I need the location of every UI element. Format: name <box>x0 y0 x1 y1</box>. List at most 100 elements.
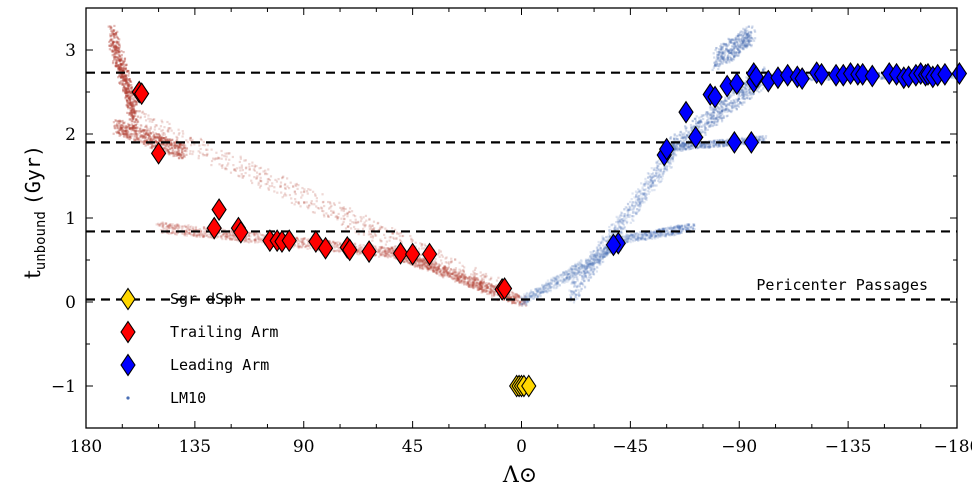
lm10-leading-point <box>535 287 538 291</box>
lm10-trailing-point <box>123 74 127 77</box>
lm10-leading-point <box>610 231 613 234</box>
lm10-trailing-point <box>122 89 125 92</box>
lm10-trailing-point <box>108 40 111 44</box>
lm10-trailing-point <box>433 266 436 269</box>
lm10-leading-point <box>595 251 598 254</box>
lm10-trailing-point <box>410 263 413 266</box>
lm10-leading-point <box>562 271 565 274</box>
lm10-trailing-point <box>259 166 263 169</box>
lm10-leading-point <box>600 255 603 259</box>
lm10-trailing-point <box>214 157 217 160</box>
lm10-trailing-point <box>203 144 206 147</box>
lm10-leading-point <box>656 177 659 180</box>
lm10-trailing-point <box>125 80 128 83</box>
lm10-trailing-point <box>345 212 349 216</box>
lm10-leading-point <box>638 198 641 201</box>
lm10-trailing-point <box>321 209 324 213</box>
lm10-trailing-point <box>244 171 247 175</box>
lm10-trailing-point <box>244 236 247 240</box>
lm10-leading-point <box>664 234 667 237</box>
lm10-trailing-point <box>119 62 122 65</box>
lm10-trailing-point <box>177 151 180 154</box>
lm10-trailing-point <box>177 153 180 156</box>
lm10-trailing-point <box>422 263 425 266</box>
lm10-trailing-point <box>128 102 131 105</box>
lm10-trailing-point <box>456 277 459 280</box>
lm10-trailing-point <box>490 284 493 287</box>
lm10-leading-point <box>574 293 577 296</box>
lm10-leading-point <box>522 303 525 306</box>
lm10-trailing-point <box>148 134 151 138</box>
lm10-leading-point <box>641 238 645 241</box>
lm10-trailing-point <box>454 258 457 261</box>
lm10-trailing-point <box>425 265 428 269</box>
lm10-trailing-point <box>118 58 121 61</box>
lm10-trailing-point <box>142 136 145 139</box>
lm10-trailing-point <box>333 246 336 249</box>
lm10-leading-point <box>658 228 662 231</box>
lm10-trailing-point <box>296 245 299 248</box>
lm10-trailing-point <box>136 100 139 103</box>
lm10-trailing-point <box>457 272 460 275</box>
lm10-leading-point <box>566 276 569 279</box>
lm10-trailing-point <box>492 285 495 288</box>
lm10-trailing-point <box>385 253 388 256</box>
lm10-leading-point <box>568 275 572 278</box>
lm10-trailing-point <box>352 214 355 217</box>
lm10-leading-point <box>675 225 679 228</box>
lm10-trailing-point <box>447 274 450 277</box>
lm10-trailing-point <box>130 86 133 89</box>
lm10-trailing-point <box>418 265 422 269</box>
lm10-trailing-point <box>259 184 263 187</box>
lm10-trailing-point <box>374 253 377 257</box>
lm10-trailing-point <box>493 291 496 294</box>
lm10-trailing-point <box>435 271 438 275</box>
lm10-leading-point <box>640 234 643 237</box>
lm10-leading-point <box>549 286 552 289</box>
lm10-trailing-point <box>128 127 132 130</box>
lm10-trailing-point <box>422 259 425 263</box>
lm10-leading-point <box>662 227 665 230</box>
lm10-trailing-point <box>115 130 118 134</box>
lm10-trailing-point <box>133 124 136 127</box>
lm10-trailing-point <box>133 135 136 138</box>
lm10-trailing-point <box>122 130 125 134</box>
lm10-trailing-point <box>115 56 118 59</box>
lm10-leading-point <box>692 223 695 226</box>
lm10-trailing-point <box>129 136 133 139</box>
lm10-leading-point <box>608 249 611 252</box>
lm10-trailing-point <box>254 239 257 242</box>
lm10-trailing-point <box>305 190 309 193</box>
lm10-trailing-point <box>112 60 115 63</box>
lm10-trailing-point <box>421 266 424 269</box>
lm10-trailing-point <box>333 242 336 245</box>
lm10-trailing-point <box>128 78 131 81</box>
lm10-leading-point <box>621 227 625 230</box>
lm10-leading-point <box>688 226 692 229</box>
lm10-leading-point <box>562 271 565 274</box>
lm10-trailing-point <box>224 168 227 171</box>
lm10-trailing-point <box>201 233 204 236</box>
lm10-leading-point <box>643 182 646 185</box>
lm10-leading-point <box>598 254 602 257</box>
lm10-trailing-point <box>513 298 517 301</box>
lm10-trailing-point <box>196 231 199 234</box>
lm10-trailing-point <box>126 105 130 109</box>
lm10-trailing-point <box>192 231 196 234</box>
lm10-trailing-point <box>117 63 120 67</box>
lm10-trailing-point <box>406 260 409 263</box>
lm10-trailing-point <box>153 137 157 140</box>
lm10-trailing-point <box>264 172 267 175</box>
lm10-leading-point <box>625 240 629 243</box>
lm10-trailing-point <box>420 260 424 263</box>
lm10-trailing-point <box>166 139 169 143</box>
lm10-trailing-point <box>122 79 125 83</box>
lm10-trailing-point <box>423 260 426 263</box>
lm10-trailing-point <box>222 232 225 235</box>
lm10-trailing-point <box>114 32 118 35</box>
lm10-leading-point <box>570 275 573 279</box>
lm10-trailing-point <box>398 238 402 242</box>
lm10-trailing-point <box>323 204 326 208</box>
lm10-trailing-point <box>461 273 464 276</box>
lm10-leading-point <box>638 236 641 239</box>
